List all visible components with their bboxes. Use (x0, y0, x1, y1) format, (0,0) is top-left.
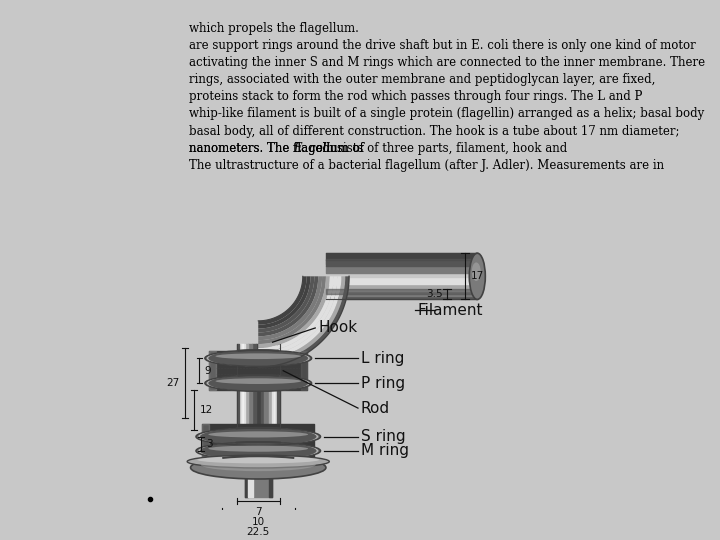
Ellipse shape (206, 350, 311, 366)
Ellipse shape (469, 253, 485, 300)
Ellipse shape (208, 350, 309, 366)
Ellipse shape (191, 456, 326, 479)
Text: whip-like filament is built of a single protein (flagellin) arranged as a helix;: whip-like filament is built of a single … (189, 107, 704, 120)
Ellipse shape (197, 442, 319, 460)
Text: basal body, all of different construction. The hook is a tube about 17 nm diamet: basal body, all of different constructio… (189, 125, 679, 138)
Ellipse shape (206, 375, 311, 391)
Text: 9: 9 (204, 366, 212, 376)
Ellipse shape (207, 350, 309, 366)
Text: 17: 17 (472, 271, 485, 281)
Text: 22.5: 22.5 (247, 527, 270, 537)
Ellipse shape (199, 442, 318, 460)
Text: L ring: L ring (361, 351, 404, 366)
Text: 3.5: 3.5 (426, 289, 443, 299)
Ellipse shape (207, 375, 309, 391)
Polygon shape (258, 276, 338, 355)
Ellipse shape (215, 353, 301, 359)
Text: Rod: Rod (361, 401, 390, 416)
Ellipse shape (199, 428, 318, 445)
Ellipse shape (215, 379, 301, 384)
Ellipse shape (198, 442, 318, 460)
Text: The ultrastructure of a bacterial flagellum (after J. Adler). Measurements are i: The ultrastructure of a bacterial flagel… (189, 159, 664, 172)
Ellipse shape (198, 428, 318, 445)
Ellipse shape (200, 442, 317, 460)
Ellipse shape (207, 375, 310, 391)
Text: are support rings around the drive shaft but in E. coli there is only one kind o: are support rings around the drive shaft… (189, 39, 696, 52)
Ellipse shape (204, 375, 312, 391)
Polygon shape (258, 276, 345, 363)
Text: E. coli: E. coli (293, 141, 330, 154)
Ellipse shape (207, 350, 310, 366)
Ellipse shape (199, 428, 317, 445)
Text: proteins stack to form the rod which passes through four rings. The L and P: proteins stack to form the rod which pas… (189, 90, 642, 103)
Ellipse shape (208, 375, 309, 391)
Ellipse shape (209, 350, 308, 366)
Text: M ring: M ring (361, 443, 409, 458)
Ellipse shape (207, 350, 310, 366)
Polygon shape (258, 276, 318, 336)
Text: 27: 27 (166, 378, 180, 388)
Text: 3: 3 (207, 438, 213, 449)
Ellipse shape (208, 446, 308, 452)
Ellipse shape (206, 350, 310, 366)
Ellipse shape (205, 350, 311, 366)
Ellipse shape (201, 458, 316, 471)
Ellipse shape (208, 431, 308, 437)
Polygon shape (258, 276, 315, 333)
Polygon shape (258, 276, 326, 344)
Ellipse shape (187, 455, 329, 468)
Polygon shape (258, 276, 322, 340)
Polygon shape (258, 276, 330, 348)
Ellipse shape (197, 442, 320, 460)
Ellipse shape (472, 262, 481, 281)
Ellipse shape (197, 442, 320, 460)
Ellipse shape (208, 350, 308, 366)
Ellipse shape (208, 375, 308, 391)
Ellipse shape (200, 428, 317, 445)
Text: Hook: Hook (318, 320, 357, 335)
Polygon shape (258, 276, 310, 328)
Text: 7: 7 (255, 507, 261, 517)
Polygon shape (258, 276, 307, 325)
Text: S ring: S ring (361, 429, 405, 444)
Ellipse shape (197, 428, 319, 445)
Ellipse shape (199, 442, 317, 460)
Ellipse shape (205, 375, 311, 391)
Ellipse shape (206, 375, 310, 391)
Ellipse shape (197, 456, 319, 463)
Ellipse shape (209, 375, 308, 391)
Text: Filament: Filament (418, 302, 483, 318)
Polygon shape (258, 276, 333, 352)
Polygon shape (258, 276, 349, 367)
Ellipse shape (207, 375, 310, 391)
Ellipse shape (196, 442, 320, 460)
Text: activating the inner S and M rings which are connected to the inner membrane. Th: activating the inner S and M rings which… (189, 56, 705, 69)
Ellipse shape (199, 442, 318, 460)
Text: consists of three parts, filament, hook and: consists of three parts, filament, hook … (312, 141, 567, 154)
Ellipse shape (200, 428, 316, 445)
Ellipse shape (197, 428, 320, 445)
Ellipse shape (197, 428, 320, 445)
Text: nanometers. The flagellum of: nanometers. The flagellum of (189, 141, 367, 154)
Polygon shape (258, 276, 341, 360)
Ellipse shape (196, 428, 320, 445)
Text: 10: 10 (252, 517, 265, 527)
Text: nanometers. The flagellum of: nanometers. The flagellum of (189, 141, 367, 154)
Ellipse shape (199, 428, 318, 445)
Text: P ring: P ring (361, 376, 405, 390)
Text: rings, associated with the outer membrane and peptidoglycan layer, are fixed,: rings, associated with the outer membran… (189, 73, 655, 86)
Ellipse shape (204, 350, 312, 366)
Ellipse shape (200, 442, 316, 460)
Text: which propels the flagellum.: which propels the flagellum. (189, 22, 359, 35)
Text: 12: 12 (199, 405, 212, 415)
